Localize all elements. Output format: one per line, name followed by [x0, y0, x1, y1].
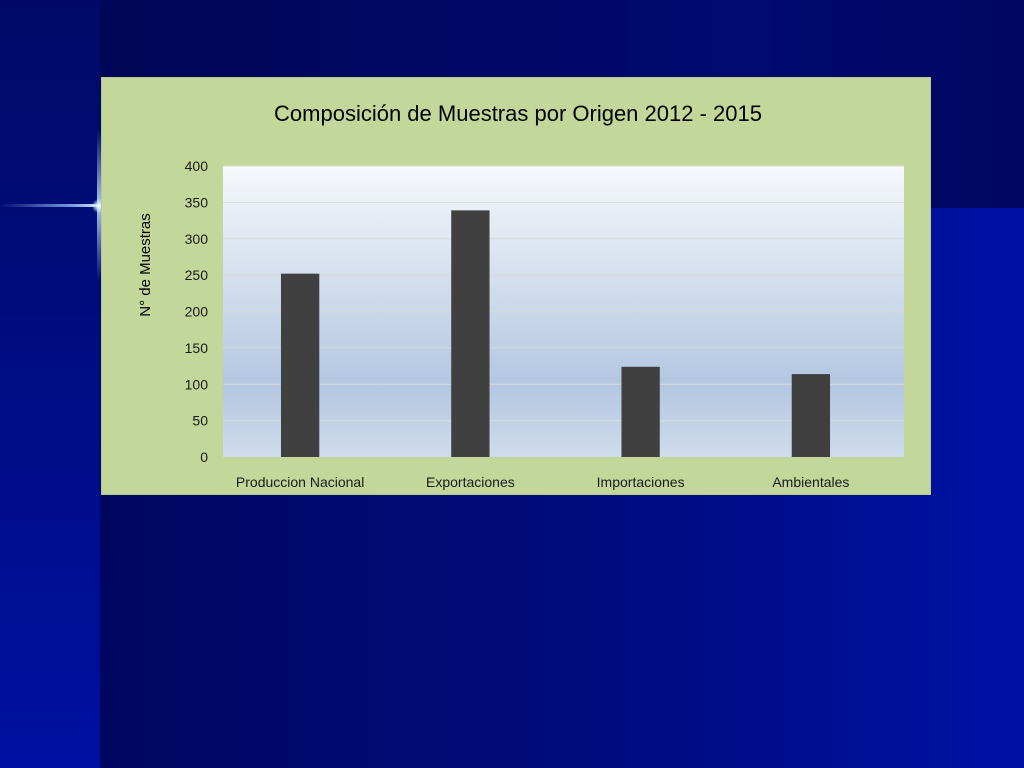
- y-tick-label: 0: [200, 449, 208, 465]
- x-axis-categories: Produccion Nacional Exportaciones Importac…: [236, 474, 849, 490]
- bar-ambientales: [791, 374, 831, 457]
- background-left-band: [0, 0, 100, 768]
- bar-chart: 0 50 100 150 200 250 300 350 400 Produccion Naci…: [137, 101, 904, 490]
- x-category-label: Exportaciones: [426, 474, 515, 490]
- y-tick-label: 150: [185, 340, 209, 356]
- x-category-label: Importaciones: [597, 474, 685, 490]
- bar-produccion-nacional: [280, 273, 320, 457]
- y-tick-label: 100: [185, 376, 209, 392]
- y-axis-label: N° de Muestras: [137, 213, 154, 317]
- bar-importaciones: [621, 366, 660, 457]
- y-axis-ticks: 0 50 100 150 200 250 300 350 400: [185, 158, 209, 465]
- bar-exportaciones: [451, 210, 490, 457]
- y-tick-label: 400: [185, 158, 209, 174]
- x-category-label: Ambientales: [772, 474, 849, 490]
- bars: [280, 210, 831, 457]
- light-flare-line: [0, 204, 108, 207]
- y-tick-label: 50: [192, 413, 208, 429]
- y-tick-label: 300: [185, 231, 209, 247]
- x-category-label: Produccion Nacional: [236, 474, 364, 490]
- y-tick-label: 250: [185, 267, 209, 283]
- chart-title: Composición de Muestras por Origen 2012 …: [274, 101, 762, 126]
- chart-frame: 0 50 100 150 200 250 300 350 400 Produccion Naci…: [101, 77, 931, 495]
- y-tick-label: 350: [185, 194, 209, 210]
- y-tick-label: 200: [185, 304, 209, 320]
- gridlines: [223, 165, 904, 422]
